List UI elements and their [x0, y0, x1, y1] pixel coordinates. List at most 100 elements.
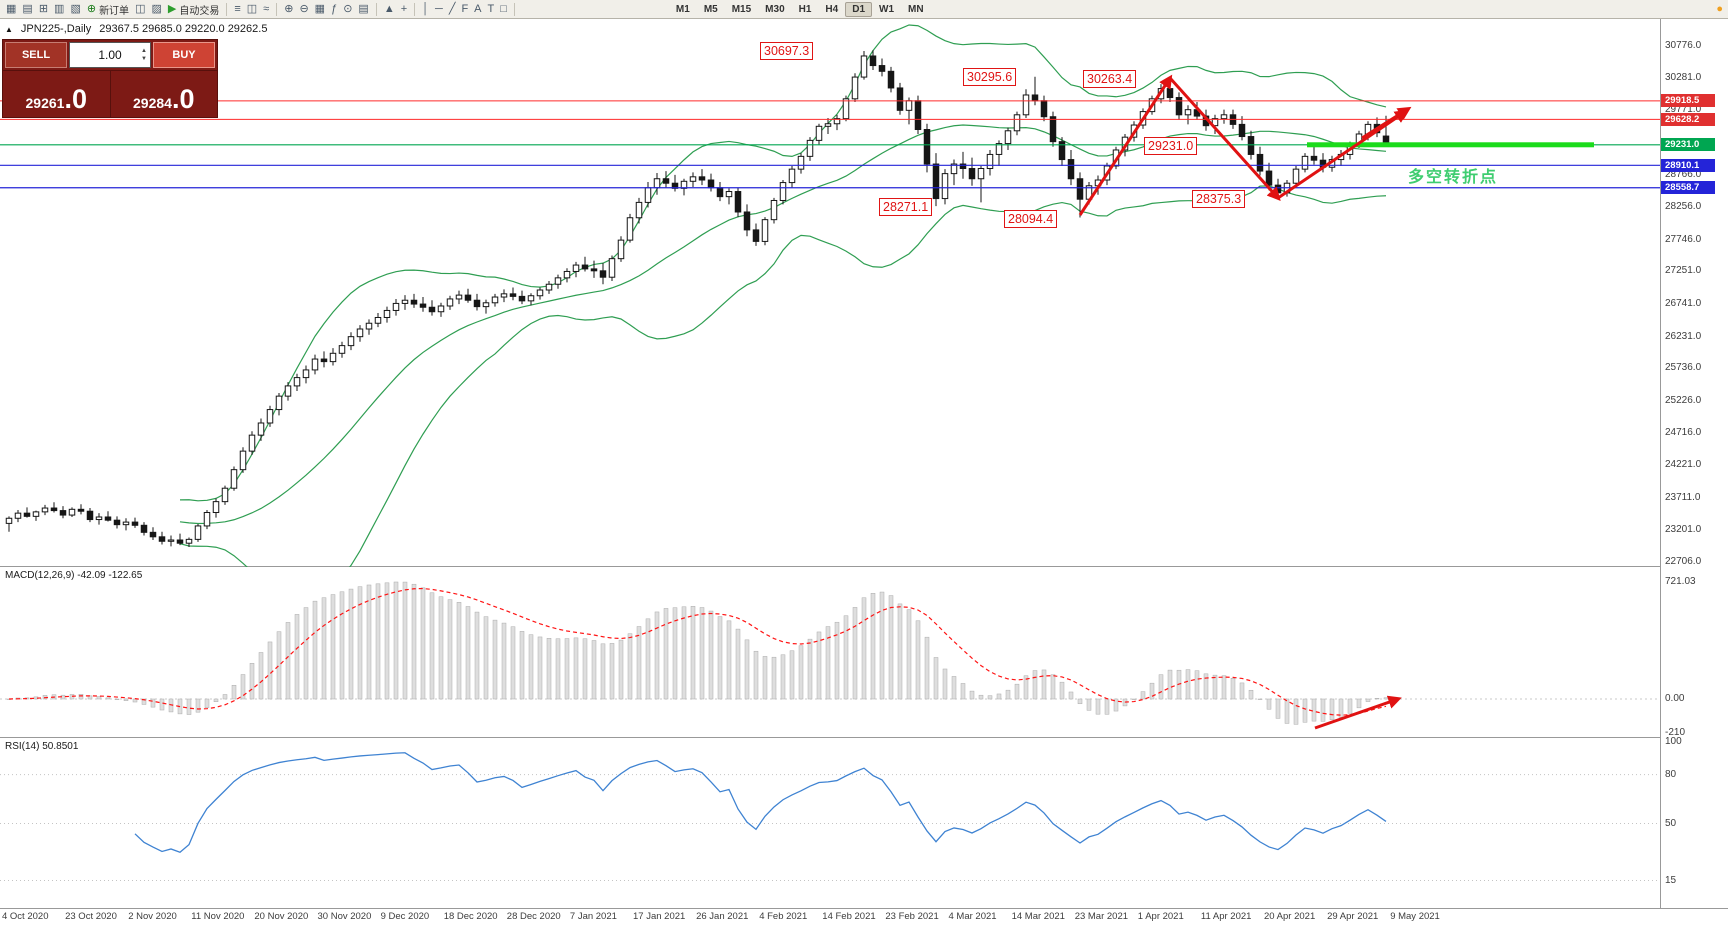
toolbar: ▦ ▤ ⊞ ▥ ▧ ⊕ 新订单 ◫ ▨ ▶ 自动交易 ≡ ◫ ≈ ⊕ ⊖ ▦ ƒ ⊙ ▤ ▲ + │ ─ ╱ F A T □ M1 M5 M1… — [0, 0, 1728, 19]
periods-icon[interactable]: ⊙ — [340, 1, 355, 17]
navigator-icon[interactable]: ▧ — [67, 1, 83, 17]
new-order-button-glyph: ⊕ — [86, 3, 97, 15]
line-chart-icon[interactable]: ≈ — [260, 1, 272, 17]
new-chart-icon[interactable]: ▦ — [3, 1, 19, 17]
toolbar-separator — [513, 2, 515, 16]
toolbar-separator — [276, 2, 278, 16]
timeframe-toolbar: M1 M5 M15 M30 H1 H4 D1 W1 MN — [669, 1, 931, 17]
bollinger-lower-band — [179, 185, 1387, 567]
volume-decrease-button[interactable]: ▼ — [141, 56, 147, 62]
sell-price-base: 29261 — [25, 95, 65, 111]
navigator-icon-glyph: ▧ — [70, 3, 81, 15]
bar-chart-icon-glyph: ≡ — [234, 3, 241, 15]
fibonacci-icon[interactable]: F — [458, 1, 471, 17]
toolbar-separator — [414, 2, 416, 16]
timeframe-m5[interactable]: M5 — [703, 3, 718, 15]
autotrading-button[interactable]: ▶ 自动交易 — [165, 1, 222, 17]
macd-signal-line — [8, 587, 1387, 716]
zoom-out-icon[interactable]: ⊖ — [296, 1, 311, 17]
text-label-icon-glyph: T — [487, 3, 495, 15]
trend-arrow[interactable] — [1314, 695, 1402, 730]
shapes-icon[interactable]: □ — [497, 1, 510, 17]
toolbar-right: ● — [1716, 3, 1728, 15]
data-window-icon[interactable]: ▥ — [51, 1, 67, 17]
strategy-tester-icon[interactable]: ▨ — [148, 1, 164, 17]
macd-indicator-label: MACD(12,26,9) -42.09 -122.65 — [5, 570, 143, 581]
support-zone-segment[interactable] — [1307, 142, 1594, 148]
crosshair-icon[interactable]: + — [398, 1, 410, 17]
vertical-line-icon-glyph: │ — [422, 3, 430, 15]
data-window-icon-glyph: ▥ — [54, 3, 65, 15]
timeframe-m30[interactable]: M30 — [765, 3, 785, 15]
buy-price-base: 29284 — [133, 95, 172, 111]
chart-header: ▲ JPN225-,Daily 29367.5 29685.0 29220.0 … — [5, 23, 267, 35]
timeframe-d1[interactable]: D1 — [845, 1, 873, 17]
terminal-icon[interactable]: ◫ — [132, 1, 148, 17]
chart-profiles-icon[interactable]: ▤ — [19, 1, 35, 17]
rsi-indicator-label: RSI(14) 50.8501 — [5, 741, 79, 752]
sell-button[interactable]: SELL — [5, 42, 67, 68]
timeframe-h1[interactable]: H1 — [798, 3, 812, 15]
rsi-line — [134, 752, 1387, 853]
annotation-note[interactable]: 多空转折点 — [1408, 169, 1499, 186]
chart-symbol-icon: ▲ — [5, 24, 13, 34]
cursor-icon[interactable]: ▲ — [381, 1, 398, 17]
timeframe-m1[interactable]: M1 — [675, 3, 690, 15]
trendline-icon-glyph: ╱ — [448, 3, 456, 15]
trendline-icon[interactable]: ╱ — [446, 1, 459, 17]
horizontal-line-icon[interactable]: ─ — [432, 1, 446, 17]
toolbar-separator — [375, 2, 377, 16]
buy-price-frac: .0 — [171, 84, 195, 114]
candles-layer — [5, 24, 1390, 567]
terminal-icon-glyph: ◫ — [135, 3, 146, 15]
tile-windows-icon-glyph: ▦ — [314, 3, 326, 15]
timeframe-w1[interactable]: W1 — [879, 3, 895, 15]
volume-increase-button[interactable]: ▲ — [141, 48, 147, 54]
tile-windows-icon[interactable]: ▦ — [312, 1, 328, 17]
new-order-button-label: 新订单 — [99, 5, 130, 17]
templates-icon[interactable]: ▤ — [355, 1, 371, 17]
indicators-icon[interactable]: ƒ — [328, 1, 340, 17]
bollinger-upper-band — [179, 24, 1387, 502]
volume-spinner: ▲ ▼ — [139, 43, 149, 67]
text-icon[interactable]: A — [471, 1, 484, 17]
market-watch-icon-glyph: ⊞ — [38, 3, 49, 15]
market-watch-icon[interactable]: ⊞ — [36, 1, 51, 17]
timeframe-h4[interactable]: H4 — [825, 3, 839, 15]
sell-price: 29261.0 — [3, 71, 111, 117]
trend-arrow[interactable] — [1277, 109, 1409, 200]
candlestick-chart-icon-glyph: ◫ — [246, 3, 258, 15]
macd-layer — [0, 581, 1660, 725]
horizontal-line-icon-glyph: ─ — [435, 3, 443, 15]
periods-icon-glyph: ⊙ — [343, 3, 353, 15]
text-label-icon[interactable]: T — [485, 1, 498, 17]
buy-button[interactable]: BUY — [153, 42, 215, 68]
toolbar-separator — [226, 2, 228, 16]
trend-arrow[interactable] — [1168, 76, 1281, 202]
strategy-tester-icon-glyph: ▨ — [151, 3, 162, 15]
sell-price-frac: .0 — [64, 84, 87, 114]
trend-arrow[interactable] — [1078, 74, 1173, 216]
vertical-line-icon[interactable]: │ — [419, 1, 432, 17]
text-icon-glyph: A — [474, 3, 482, 15]
zoom-in-icon[interactable]: ⊕ — [281, 1, 296, 17]
zoom-out-icon-glyph: ⊖ — [299, 3, 309, 15]
volume-input[interactable]: 1.00 ▲ ▼ — [69, 42, 151, 68]
cursor-icon-glyph: ▲ — [383, 3, 395, 15]
timeframe-m15[interactable]: M15 — [731, 3, 752, 15]
line-chart-icon-glyph: ≈ — [263, 3, 270, 15]
volume-value: 1.00 — [98, 48, 122, 62]
fibonacci-icon-glyph: F — [461, 3, 469, 15]
buy-price: 29284.0 — [111, 71, 218, 117]
crosshair-icon-glyph: + — [400, 3, 408, 15]
candlestick-chart-icon[interactable]: ◫ — [244, 1, 260, 17]
rsi-layer — [0, 752, 1660, 882]
trend-arrow[interactable] — [1361, 106, 1412, 140]
chart-ohlc: 29367.5 29685.0 29220.0 29262.5 — [99, 23, 268, 35]
notification-icon[interactable]: ● — [1716, 3, 1723, 15]
new-order-button[interactable]: ⊕ 新订单 — [84, 1, 132, 17]
bar-chart-icon[interactable]: ≡ — [231, 1, 243, 17]
timeframe-mn[interactable]: MN — [908, 3, 924, 15]
chart-profiles-icon-glyph: ▤ — [22, 3, 33, 15]
